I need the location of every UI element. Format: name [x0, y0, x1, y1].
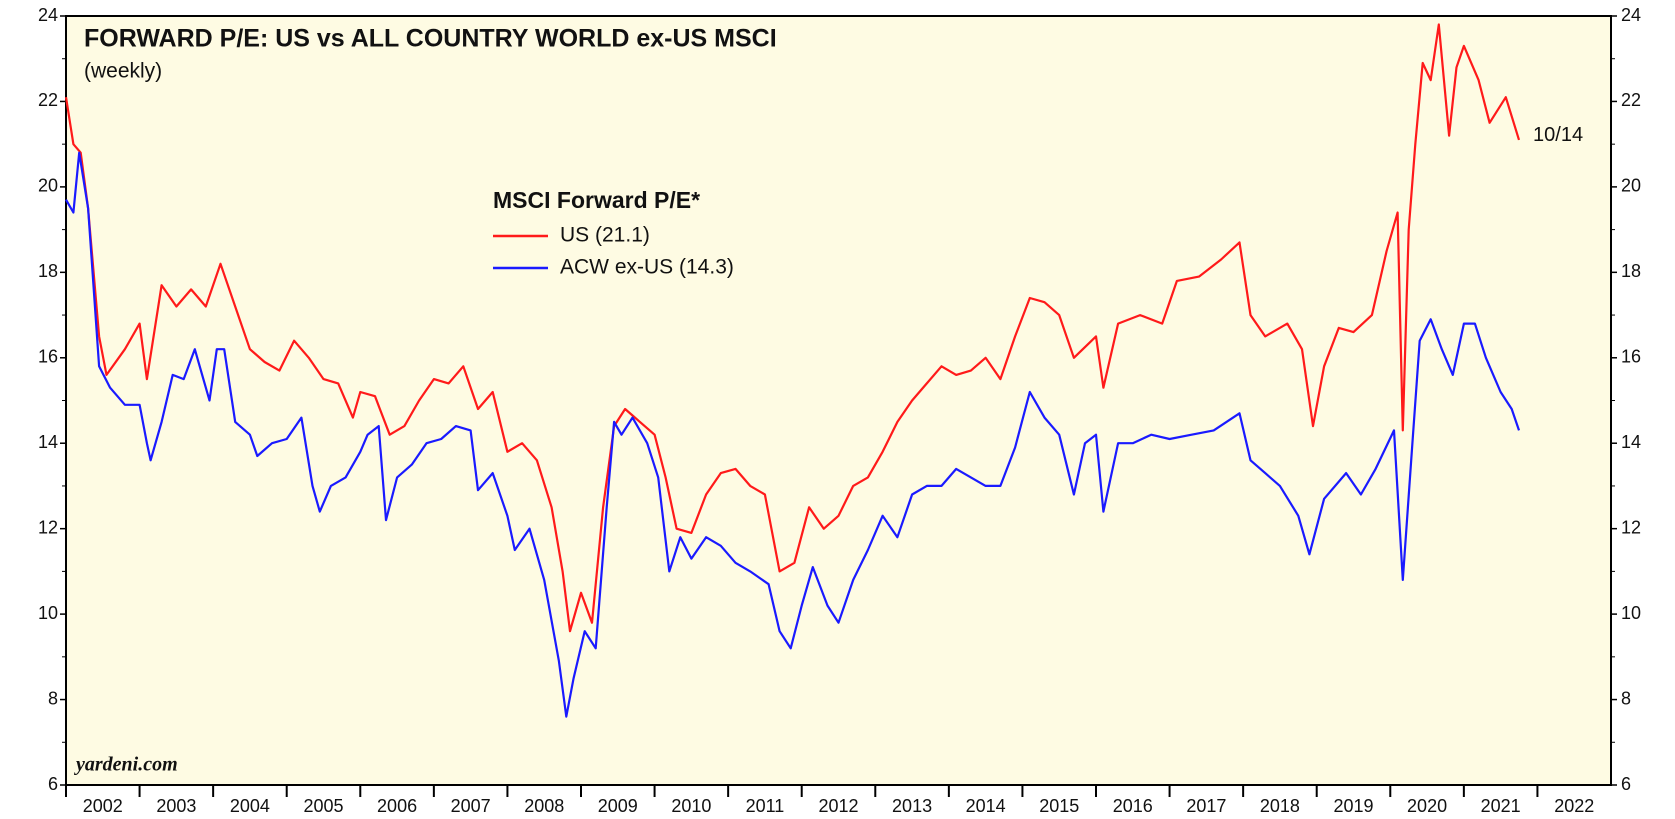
- plot-area: [65, 15, 1612, 786]
- y2-tick-label: 24: [1621, 5, 1641, 25]
- x-tick-label: 2017: [1186, 796, 1226, 816]
- x-tick-label: 2022: [1554, 796, 1594, 816]
- y2-tick-label: 22: [1621, 90, 1641, 110]
- date-annotation: 10/14: [1533, 124, 1583, 146]
- y2-tick-label: 14: [1621, 432, 1641, 452]
- x-tick-label: 2021: [1481, 796, 1521, 816]
- x-tick-label: 2014: [966, 796, 1006, 816]
- legend-title: MSCI Forward P/E*: [493, 187, 700, 213]
- x-tick-label: 2018: [1260, 796, 1300, 816]
- x-tick-label: 2008: [524, 796, 564, 816]
- y2-tick-label: 20: [1621, 176, 1641, 196]
- series-line: [65, 151, 1521, 718]
- legend-label: US (21.1): [560, 224, 650, 247]
- y2-tick-label: 6: [1621, 774, 1631, 794]
- chart-subtitle: (weekly): [84, 60, 162, 83]
- y-tick-label: 24: [38, 5, 58, 25]
- x-tick-label: 2011: [746, 796, 785, 816]
- x-tick-label: 2020: [1407, 796, 1447, 816]
- x-tick-label: 2015: [1039, 796, 1079, 816]
- y-tick-label: 22: [38, 90, 58, 110]
- x-tick-label: 2016: [1113, 796, 1153, 816]
- y-tick-label: 8: [48, 688, 58, 708]
- chart-title: FORWARD P/E: US vs ALL COUNTRY WORLD ex-…: [84, 25, 777, 53]
- y2-tick-label: 10: [1621, 603, 1641, 623]
- x-tick-label: 2012: [818, 796, 858, 816]
- y-tick-label: 12: [38, 517, 58, 537]
- x-tick-label: 2005: [303, 796, 343, 816]
- x-tick-label: 2010: [671, 796, 711, 816]
- source: yardeni.com: [74, 754, 178, 776]
- x-tick-label: 2006: [377, 796, 417, 816]
- x-tick-label: 2007: [451, 796, 491, 816]
- x-tick-label: 2002: [83, 796, 123, 816]
- y2-tick-label: 18: [1621, 261, 1641, 281]
- y-tick-label: 18: [38, 261, 58, 281]
- x-tick-label: 2004: [230, 796, 270, 816]
- series-line: [64, 23, 1521, 633]
- y2-tick-label: 12: [1621, 517, 1641, 537]
- y-tick-label: 10: [38, 603, 58, 623]
- y2-tick-label: 16: [1621, 347, 1641, 367]
- x-tick-label: 2013: [892, 796, 932, 816]
- x-tick-label: 2019: [1333, 796, 1373, 816]
- y2-tick-label: 8: [1621, 688, 1631, 708]
- y-tick-label: 20: [38, 176, 58, 196]
- y-tick-label: 16: [38, 347, 58, 367]
- x-tick-label: 2003: [156, 796, 196, 816]
- y-tick-label: 6: [48, 774, 58, 794]
- x-tick-label: 2009: [598, 796, 638, 816]
- y-tick-label: 14: [38, 432, 58, 452]
- legend-label: ACW ex-US (14.3): [560, 256, 734, 279]
